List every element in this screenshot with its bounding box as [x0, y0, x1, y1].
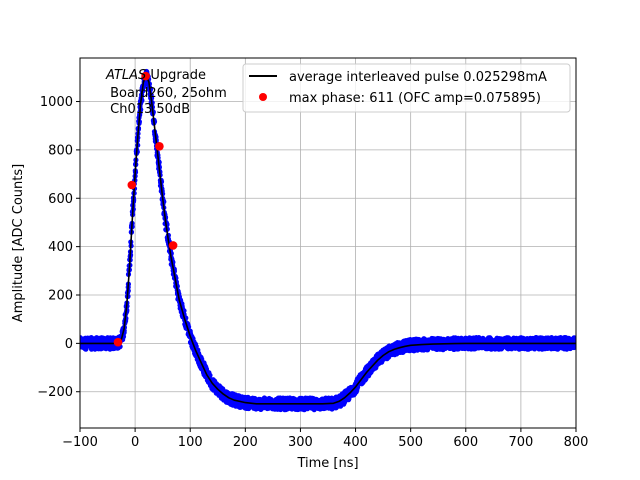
legend-label-max-phase: max phase: 611 (OFC amp=0.075895) — [289, 91, 541, 106]
x-tick-label: 100 — [178, 435, 203, 450]
axes-frame — [79, 57, 577, 429]
y-tick-label: 1000 — [40, 95, 73, 110]
max-phase-marker — [141, 71, 150, 81]
x-tick-label: 500 — [398, 435, 423, 450]
y-tick-label: 800 — [48, 143, 73, 158]
x-tick-label: 600 — [453, 435, 478, 450]
max-phase-marker — [127, 180, 137, 190]
annotation-line-1: ATLAS Upgrade — [105, 68, 206, 83]
scatter-series — [80, 68, 576, 413]
x-tick-label: 200 — [233, 435, 258, 450]
scatter-point — [573, 338, 576, 344]
legend-marker-swatch — [259, 93, 267, 101]
annotation-line-3: Ch013 50dB — [106, 102, 190, 117]
average-pulse-line — [80, 74, 576, 405]
annotation-atlas: ATLAS — [105, 68, 146, 83]
y-axis-label: Amplitude [ADC Counts] — [11, 164, 26, 322]
annotation-line-2: Board260, 25ohm — [106, 86, 227, 101]
x-tick-label: 0 — [131, 435, 139, 450]
annotation-upgrade: Upgrade — [146, 68, 206, 83]
max-phase-marker — [113, 337, 123, 347]
x-tick-label: 700 — [508, 435, 533, 450]
x-tick-label: 800 — [564, 435, 589, 450]
legend-box — [242, 63, 571, 113]
x-tick-label: 400 — [343, 435, 368, 450]
y-tick-label: −200 — [37, 385, 73, 400]
x-tick-label: 300 — [288, 435, 313, 450]
x-tick-label: −100 — [62, 435, 98, 450]
x-axis-label: Time [ns] — [296, 456, 358, 471]
plot-area — [80, 68, 576, 413]
y-tick-label: 400 — [48, 240, 73, 255]
legend: average interleaved pulse 0.025298mA max… — [242, 63, 571, 113]
max-phase-marker — [155, 142, 164, 151]
axis-ticks: −100 0 100 200 300 400 500 600 700 800 −200 0 200 400… — [37, 95, 588, 450]
y-tick-label: 0 — [65, 337, 73, 352]
max-phase-marker — [168, 241, 178, 250]
legend-label-average-pulse: average interleaved pulse 0.025298mA — [289, 70, 547, 85]
y-tick-label: 600 — [48, 192, 73, 207]
y-tick-label: 200 — [48, 288, 73, 303]
